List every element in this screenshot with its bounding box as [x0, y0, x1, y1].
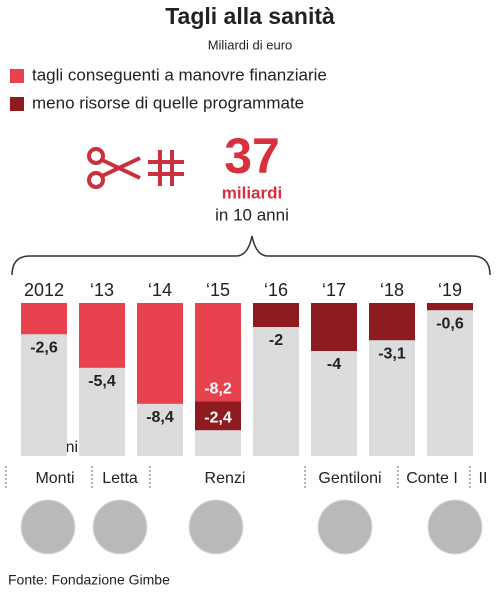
x-tick-label: ‘13 [90, 280, 114, 300]
total-value: 37 [224, 128, 280, 184]
x-tick-label: 2012 [24, 280, 64, 300]
value-label: -0,6 [436, 315, 464, 332]
government-name: II [479, 470, 488, 487]
legend-swatch [10, 69, 24, 83]
total-period: in 10 anni [215, 205, 289, 224]
bar [79, 303, 125, 368]
government-name: Monti [35, 470, 74, 487]
value-label: -5,4 [88, 373, 116, 390]
health-cross-icon [148, 150, 184, 186]
x-tick-label: ‘19 [438, 280, 462, 300]
legend-label: tagli conseguenti a manovre finanziarie [32, 65, 327, 84]
column-background [427, 303, 473, 456]
bar [137, 303, 183, 404]
government-name: Conte I [406, 470, 458, 487]
value-label: -3,1 [378, 345, 406, 362]
value-label: -4 [327, 356, 341, 373]
legend-label: meno risorse di quelle programmate [32, 93, 304, 112]
portraits [20, 499, 483, 555]
bar [253, 303, 299, 327]
x-tick-label: ‘18 [380, 280, 404, 300]
government-name: Gentiloni [318, 470, 381, 487]
value-label: -2,6 [30, 339, 58, 356]
value-label: -2 [269, 332, 283, 349]
government-name: Renzi [205, 470, 246, 487]
x-tick-label: ‘14 [148, 280, 172, 300]
scissors-icon [87, 147, 141, 189]
value-label: -2,4 [204, 409, 232, 426]
bar [369, 303, 415, 341]
value-label: -8,2 [204, 381, 232, 398]
column-background [253, 303, 299, 456]
value-label: -8,4 [146, 409, 174, 426]
bar [311, 303, 357, 351]
bar [195, 303, 241, 402]
total-unit: miliardi [222, 183, 282, 202]
bar [195, 401, 241, 431]
bar [427, 303, 473, 311]
bar [21, 303, 67, 335]
chart-subtitle: Miliardi di euro [208, 37, 293, 52]
chart-title: Tagli alla sanità [165, 3, 335, 29]
legend-swatch [10, 97, 24, 111]
source: Fonte: Fondazione Gimbe [8, 572, 170, 588]
x-tick-label: ‘16 [264, 280, 288, 300]
x-tick-label: ‘15 [206, 280, 230, 300]
government-name: Letta [102, 470, 138, 487]
brace [11, 235, 491, 276]
x-tick-label: ‘17 [322, 280, 346, 300]
